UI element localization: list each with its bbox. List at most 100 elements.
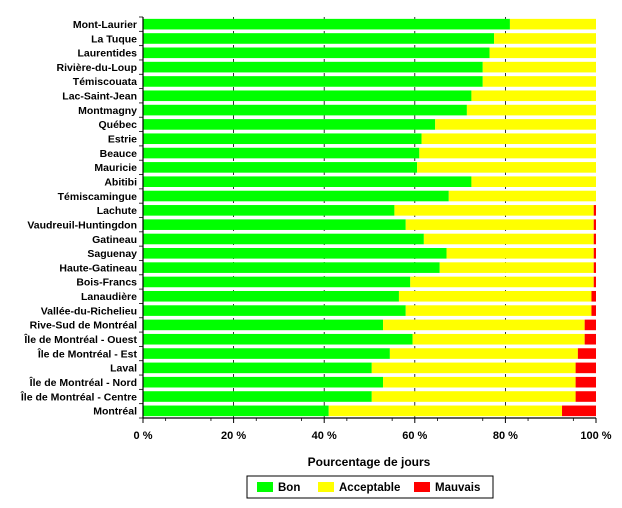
bar-bon-8 <box>143 133 422 145</box>
bar-mauvais-25 <box>575 376 596 388</box>
bar-bon-19 <box>143 290 399 302</box>
bar-bon-21 <box>143 319 384 331</box>
bar-acceptable-8 <box>421 133 596 145</box>
legend-items: Bon Acceptable Mauvais <box>257 482 480 494</box>
bar-acceptable-1 <box>494 33 596 44</box>
bar-acceptable-3 <box>482 61 596 73</box>
category-label-14: Vaudreuil-Huntingdon <box>27 219 137 231</box>
category-label-18: Bois-Francs <box>76 277 137 289</box>
category-label-24: Laval <box>110 363 137 375</box>
bar-acceptable-15 <box>423 233 594 245</box>
category-label-25: Île de Montréal - Nord <box>29 376 137 389</box>
bar-mauvais-21 <box>584 319 596 331</box>
bar-acceptable-25 <box>383 376 576 388</box>
bar-bon-1 <box>143 33 495 44</box>
bar-acceptable-5 <box>471 90 596 102</box>
bar-mauvais-13 <box>593 205 596 216</box>
legend-swatch-acceptable <box>318 482 334 492</box>
x-tick-label-5: 100 % <box>580 430 611 442</box>
bar-acceptable-27 <box>328 405 563 417</box>
bar-bon-0 <box>143 18 510 30</box>
bar-bon-17 <box>143 262 440 273</box>
category-label-27: Montréal <box>93 406 137 418</box>
bar-acceptable-0 <box>509 18 596 30</box>
x-tick-label-0: 0 % <box>134 430 153 442</box>
bar-acceptable-4 <box>482 76 596 87</box>
bar-mauvais-23 <box>577 348 596 359</box>
bar-bon-7 <box>143 119 436 130</box>
category-label-16: Saguenay <box>87 248 137 260</box>
bar-bon-18 <box>143 276 411 288</box>
bar-bon-20 <box>143 305 406 316</box>
category-label-6: Montmagny <box>78 105 137 117</box>
category-label-1: La Tuque <box>91 33 137 45</box>
category-label-26: Île de Montréal - Centre <box>20 390 137 403</box>
category-label-19: Lanaudière <box>81 291 137 303</box>
bar-bon-25 <box>143 376 384 388</box>
bar-mauvais-27 <box>562 405 596 417</box>
bar-acceptable-19 <box>398 290 592 302</box>
legend-swatch-mauvais <box>414 482 430 492</box>
bar-acceptable-10 <box>417 162 596 173</box>
legend: Bon Acceptable Mauvais <box>246 475 494 499</box>
bar-acceptable-6 <box>466 104 596 116</box>
x-tick-label-3: 60 % <box>402 430 427 442</box>
bar-acceptable-23 <box>389 348 578 359</box>
bar-acceptable-17 <box>439 262 594 273</box>
bar-acceptable-20 <box>405 305 592 316</box>
bar-mauvais-18 <box>593 276 596 288</box>
bar-bon-12 <box>143 190 449 202</box>
category-label-21: Rive-Sud de Montréal <box>30 320 137 332</box>
category-label-9: Beauce <box>100 148 138 160</box>
bar-bon-26 <box>143 391 372 402</box>
bar-bon-5 <box>143 90 472 102</box>
bars <box>143 18 596 417</box>
bar-acceptable-21 <box>383 319 585 331</box>
bar-bon-6 <box>143 104 467 116</box>
bar-acceptable-7 <box>435 119 596 130</box>
category-label-5: Lac-Saint-Jean <box>62 91 137 103</box>
bar-mauvais-17 <box>593 262 596 273</box>
bar-bon-9 <box>143 147 420 159</box>
category-label-0: Mont-Laurier <box>73 19 137 31</box>
bar-acceptable-13 <box>394 205 594 216</box>
bar-acceptable-2 <box>489 47 596 59</box>
bar-bon-23 <box>143 348 390 359</box>
bar-acceptable-22 <box>412 333 585 345</box>
axes <box>139 16 597 423</box>
category-label-23: Île de Montréal - Est <box>37 347 138 360</box>
category-label-8: Estrie <box>108 134 137 146</box>
bar-bon-24 <box>143 362 372 374</box>
bar-acceptable-9 <box>419 147 596 159</box>
bar-mauvais-19 <box>591 290 596 302</box>
bar-mauvais-22 <box>584 333 596 345</box>
bar-bon-16 <box>143 248 447 259</box>
x-tick-labels: 0 % 20 % 40 % 60 % 80 % 100 % <box>134 430 612 442</box>
bar-bon-2 <box>143 47 490 59</box>
bar-bon-4 <box>143 76 483 87</box>
bar-acceptable-24 <box>371 362 576 374</box>
x-axis-title: Pourcentage de jours <box>308 455 431 469</box>
bar-bon-27 <box>143 405 329 417</box>
bar-acceptable-12 <box>448 190 596 202</box>
x-tick-label-2: 40 % <box>312 430 337 442</box>
legend-label-bon: Bon <box>278 482 300 494</box>
category-label-11: Abitibi <box>104 176 137 188</box>
bar-bon-11 <box>143 176 472 187</box>
category-label-7: Québec <box>98 119 137 131</box>
legend-label-acceptable: Acceptable <box>339 482 400 494</box>
legend-box <box>246 475 494 499</box>
x-tick-label-1: 20 % <box>221 430 246 442</box>
bar-mauvais-26 <box>575 391 596 402</box>
bar-mauvais-16 <box>593 248 596 259</box>
category-label-20: Vallée-du-Richelieu <box>41 305 137 317</box>
bar-bon-3 <box>143 61 483 73</box>
category-label-2: Laurentides <box>77 48 137 60</box>
category-label-13: Lachute <box>97 205 137 217</box>
category-label-10: Mauricie <box>94 162 137 174</box>
category-label-22: Île de Montréal - Ouest <box>23 333 137 346</box>
bar-acceptable-14 <box>405 219 594 230</box>
category-labels: Mont-Laurier La Tuque Laurentides Rivière-d… <box>20 19 138 418</box>
